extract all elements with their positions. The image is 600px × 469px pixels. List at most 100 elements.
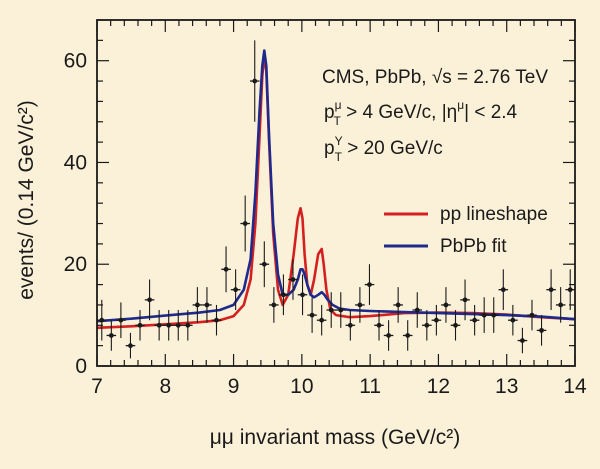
annotation-muon-cut-p: p: [324, 102, 335, 123]
data-point-marker: [347, 322, 353, 328]
annotation-upsilon-cut-sub: T: [335, 150, 343, 164]
data-point: [412, 292, 423, 328]
data-point-marker: [405, 333, 411, 338]
y-tick-label: 0: [75, 355, 87, 378]
y-tick-label: 20: [64, 253, 87, 276]
data-point: [125, 332, 136, 359]
data-point-marker: [137, 322, 143, 328]
annotation-experiment: CMS, PbPb, √s = 2.76 TeV: [322, 67, 548, 88]
data-point: [374, 310, 384, 341]
data-point-marker: [128, 343, 133, 349]
data-point: [393, 287, 403, 323]
data-point-marker: [300, 292, 305, 298]
data-point-marker: [328, 307, 334, 313]
legend-label-pp: pp lineshape: [440, 204, 548, 225]
data-point-marker: [118, 317, 124, 323]
data-point-marker: [108, 333, 114, 338]
data-point: [355, 287, 365, 323]
data-point: [97, 299, 107, 341]
data-point-marker: [261, 261, 267, 267]
annotation-muon-cut-rest: > 4 GeV/c, |η: [341, 102, 457, 123]
y-axis-title: events/ (0.14 GeV/c²): [15, 100, 38, 300]
legend: pp lineshape PbPb fit: [384, 204, 548, 257]
data-point-marker: [510, 317, 516, 323]
data-point: [345, 310, 356, 341]
annotation-upsilon-cut-p: p: [324, 138, 335, 159]
data-point: [450, 310, 461, 341]
data-points-layer: [97, 40, 575, 359]
x-tick-label: 8: [159, 375, 171, 398]
data-point: [249, 40, 260, 122]
data-point-marker: [376, 322, 382, 328]
data-point-marker: [281, 292, 286, 298]
data-point-marker: [166, 322, 172, 328]
data-point-marker: [481, 312, 487, 318]
data-point: [240, 195, 250, 252]
data-point: [336, 292, 346, 328]
data-point: [202, 287, 212, 323]
data-point-marker: [424, 322, 430, 328]
data-point: [106, 320, 117, 351]
data-point: [536, 315, 547, 346]
data-point-marker: [147, 297, 152, 303]
x-tick-label: 7: [91, 375, 103, 398]
annotation-upsilon-cut-sup: Υ: [335, 134, 343, 148]
data-point-marker: [472, 317, 478, 323]
data-point-marker: [156, 322, 162, 328]
data-point: [211, 304, 222, 336]
data-point-marker: [386, 333, 391, 338]
data-point: [364, 264, 375, 305]
data-point: [508, 304, 518, 336]
data-point-marker: [433, 317, 439, 323]
x-tick-label: 10: [290, 375, 313, 398]
data-point-marker: [309, 312, 315, 318]
y-tick-label: 60: [64, 50, 87, 73]
data-point: [555, 287, 566, 323]
data-point-marker: [290, 277, 296, 282]
plot-frame: [96, 19, 576, 367]
data-point-marker: [500, 287, 506, 293]
data-point: [116, 302, 126, 339]
annotation-muon-cut-sup2: μ: [457, 98, 464, 112]
data-point-marker: [520, 338, 525, 343]
data-point-marker: [242, 221, 248, 226]
x-tick-label: 9: [228, 375, 240, 398]
data-point-marker: [529, 312, 535, 318]
annotation-upsilon-cut: pΥ T > 20 GeV/c: [324, 134, 443, 164]
data-point: [326, 292, 336, 328]
x-axis-title: μμ invariant mass (GeV/c²): [210, 426, 461, 449]
data-point-marker: [185, 322, 191, 328]
data-point: [173, 310, 184, 341]
data-point-marker: [558, 302, 564, 308]
data-point: [546, 269, 556, 311]
data-point-marker: [271, 302, 277, 308]
data-point: [192, 287, 203, 323]
data-point: [288, 259, 298, 300]
x-tick-label: 11: [359, 375, 381, 398]
data-point-marker: [252, 78, 258, 84]
data-point-marker: [491, 312, 497, 318]
data-point-marker: [99, 317, 105, 323]
data-point: [183, 310, 193, 341]
data-point: [469, 304, 480, 336]
data-point-marker: [539, 327, 544, 333]
data-point: [460, 279, 470, 321]
data-point-marker: [367, 282, 372, 287]
data-point-marker: [548, 287, 554, 293]
data-point-marker: [357, 302, 363, 308]
data-point-marker: [414, 307, 420, 313]
data-point: [527, 299, 537, 331]
data-point: [307, 297, 317, 333]
data-point: [498, 269, 509, 311]
data-point: [163, 310, 174, 341]
data-point: [259, 241, 270, 288]
data-point: [278, 274, 289, 316]
data-point-marker: [319, 317, 325, 323]
data-point: [431, 304, 442, 336]
data-point: [565, 269, 575, 311]
data-point-marker: [204, 302, 210, 308]
data-point: [422, 310, 432, 341]
annotation-muon-cut: pμ T > 4 GeV/c, |ημ| < 2.4: [324, 98, 518, 128]
